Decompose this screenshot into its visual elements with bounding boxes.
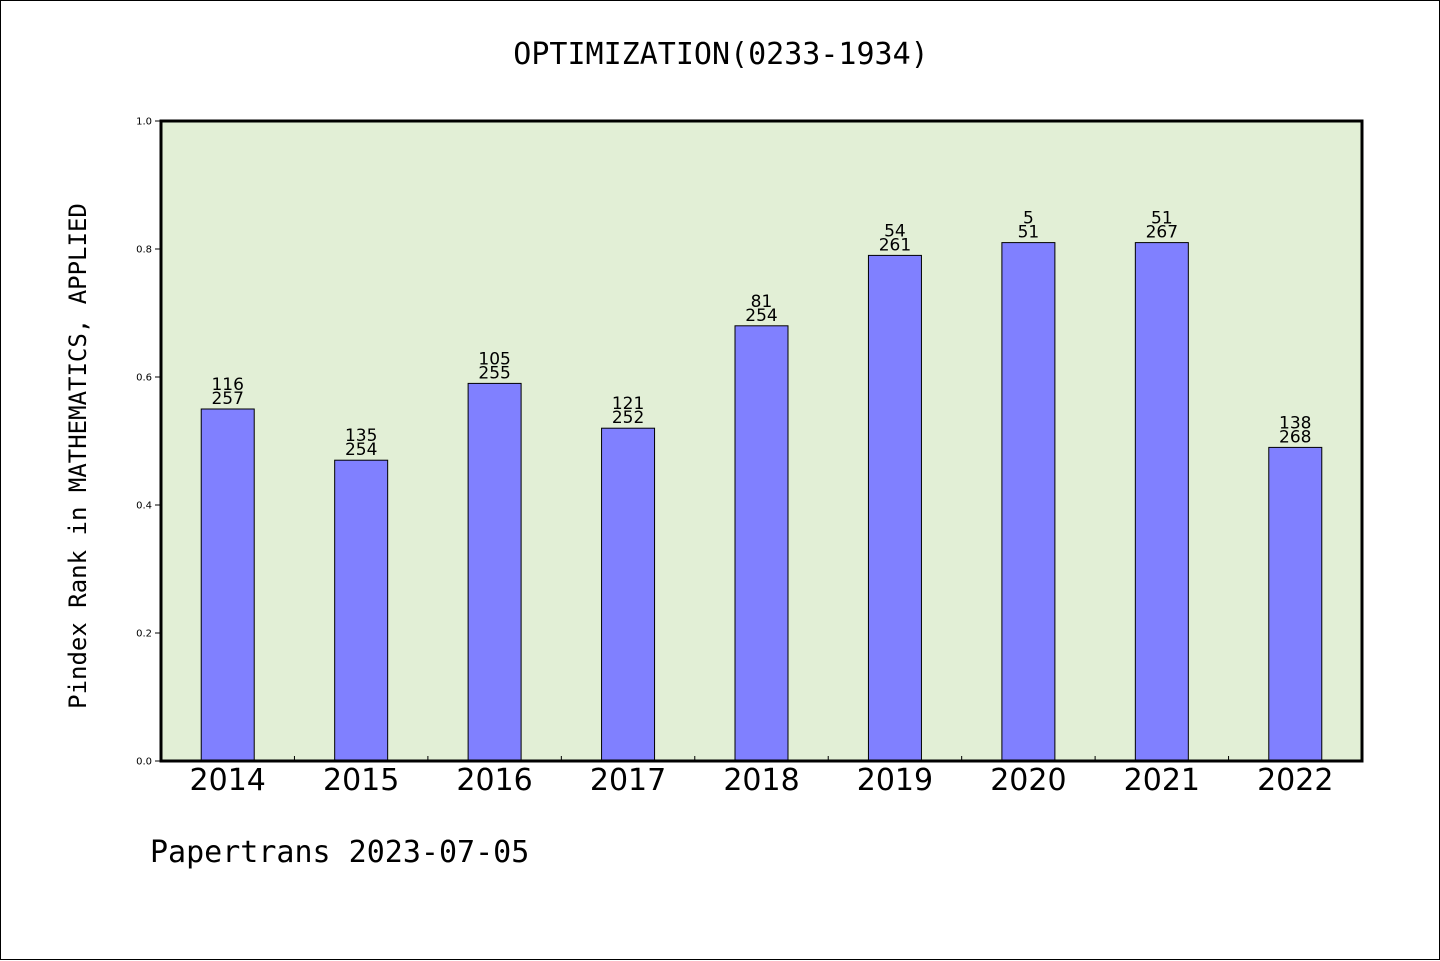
footer-credit: Papertrans 2023-07-05: [150, 835, 530, 870]
x-tick-label: 2015: [323, 763, 399, 798]
bar-2020: [1001, 242, 1056, 762]
x-tick-label: 2019: [857, 763, 933, 798]
x-tick-label: 2021: [1124, 763, 1200, 798]
x-tick-label: 2014: [190, 763, 266, 798]
x-tick-label: 2016: [456, 763, 532, 798]
bar-label-bottom: 267: [1146, 223, 1178, 243]
bar-label-bottom: 268: [1279, 427, 1311, 447]
bar-label-top: 51: [1151, 209, 1173, 229]
x-tick-label: 2020: [990, 763, 1066, 798]
y-tick-label: 0.2: [136, 629, 152, 640]
bar-label-bottom: 254: [345, 440, 377, 460]
bar-label-bottom: 255: [478, 363, 510, 383]
bar-2016: [467, 382, 522, 762]
x-tick-label: 2017: [590, 763, 666, 798]
x-tick-label: 2022: [1257, 763, 1333, 798]
bars: [200, 242, 1323, 762]
bar-label-top: 138: [1279, 413, 1311, 433]
bar-2019: [867, 254, 922, 762]
bar-2014: [200, 408, 255, 762]
x-tick-label: 2018: [723, 763, 799, 798]
bar-2022: [1268, 446, 1323, 762]
bar-label-top: 121: [612, 394, 644, 414]
plot-border: [159, 119, 1364, 763]
y-tick-label: 0.8: [136, 245, 152, 256]
bar-label-top: 81: [751, 292, 773, 312]
bar-2017: [601, 427, 656, 762]
y-tick-label: 0.0: [136, 757, 152, 768]
bar-label-bottom: 257: [211, 389, 243, 409]
bar-label-bottom: 254: [745, 306, 777, 326]
bar-label-bottom: 252: [612, 408, 644, 428]
bar-label-bottom: 51: [1018, 223, 1040, 243]
bar-label-top: 5: [1023, 209, 1034, 229]
bar-label-top: 54: [884, 221, 906, 241]
bar-2015: [334, 459, 389, 762]
y-tick-label: 0.4: [136, 501, 152, 512]
bar-2021: [1134, 242, 1189, 762]
y-tick-label: 0.6: [136, 373, 152, 384]
data-labels: 1162571352541052551212528125454261551512…: [211, 209, 1311, 461]
bar-label-top: 105: [478, 349, 510, 369]
bar-label-top: 116: [211, 375, 243, 395]
bar-label-top: 135: [345, 426, 377, 446]
chart-title: OPTIMIZATION(0233-1934): [513, 37, 929, 72]
bar-label-bottom: 261: [879, 235, 911, 255]
bar-2018: [734, 325, 789, 762]
y-tick-label: 1.0: [136, 117, 152, 128]
axis-ticks: 2014 2015 2016 2017 2018 2019 2020 2021 2022 0.0 0…: [136, 117, 1333, 799]
